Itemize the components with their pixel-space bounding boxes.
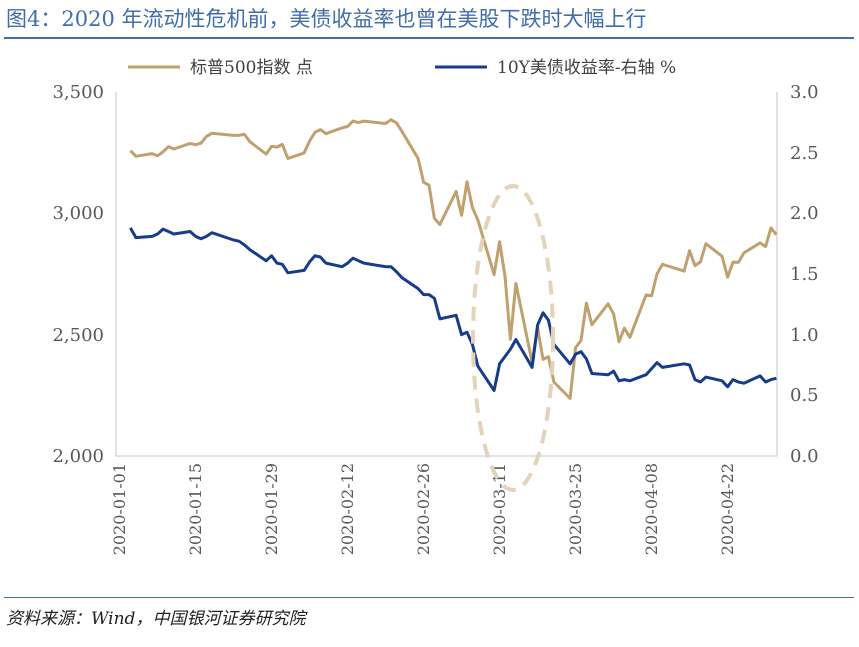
x-tick: 2020-03-11 — [490, 463, 509, 555]
chart-title: 图4：2020 年流动性危机前，美债收益率也曾在美股下跌时大幅上行 — [6, 7, 647, 31]
series-line-spx — [129, 118, 778, 400]
y-right-ticks: 3.0 2.5 2.0 1.5 1.0 0.5 0.0 — [790, 82, 819, 467]
y-right-tick: 0.5 — [790, 385, 819, 406]
series-line-ust — [129, 227, 777, 392]
y-left-tick: 2,000 — [52, 446, 104, 467]
x-axis-ticks: 2020-01-01 2020-01-15 2020-01-29 2020-02… — [110, 463, 737, 555]
legend: 标普500指数 点 10Y美债收益率-右轴 % — [128, 58, 676, 78]
x-tick: 2020-04-08 — [642, 463, 661, 555]
source-divider — [4, 597, 854, 598]
x-tick: 2020-02-26 — [414, 463, 433, 555]
y-right-tick: 2.5 — [790, 143, 819, 164]
source-note: 资料来源：Wind，中国银河证券研究院 — [6, 609, 306, 629]
y-right-tick: 1.0 — [790, 325, 819, 346]
x-tick: 2020-02-12 — [338, 463, 357, 555]
x-tick: 2020-01-15 — [186, 463, 205, 555]
y-left-tick: 2,500 — [52, 325, 104, 346]
title-underline — [4, 37, 854, 39]
x-tick: 2020-01-29 — [262, 463, 281, 555]
y-left-tick: 3,500 — [52, 82, 104, 103]
y-right-tick: 0.0 — [790, 446, 819, 467]
line-chart: 标普500指数 点 10Y美债收益率-右轴 % 3,500 3,000 2,50… — [52, 58, 819, 555]
x-tick: 2020-03-25 — [566, 463, 585, 555]
x-tick: 2020-01-01 — [110, 463, 129, 555]
y-right-tick: 3.0 — [790, 82, 819, 103]
x-tick: 2020-04-22 — [718, 463, 737, 555]
legend-label-ust: 10Y美债收益率-右轴 % — [497, 58, 676, 78]
legend-label-spx: 标普500指数 点 — [190, 58, 313, 78]
highlight-ellipse — [471, 184, 555, 492]
y-right-tick: 1.5 — [790, 264, 819, 285]
y-left-tick: 3,000 — [52, 203, 104, 224]
y-left-ticks: 3,500 3,000 2,500 2,000 — [52, 82, 104, 467]
y-right-tick: 2.0 — [790, 203, 819, 224]
